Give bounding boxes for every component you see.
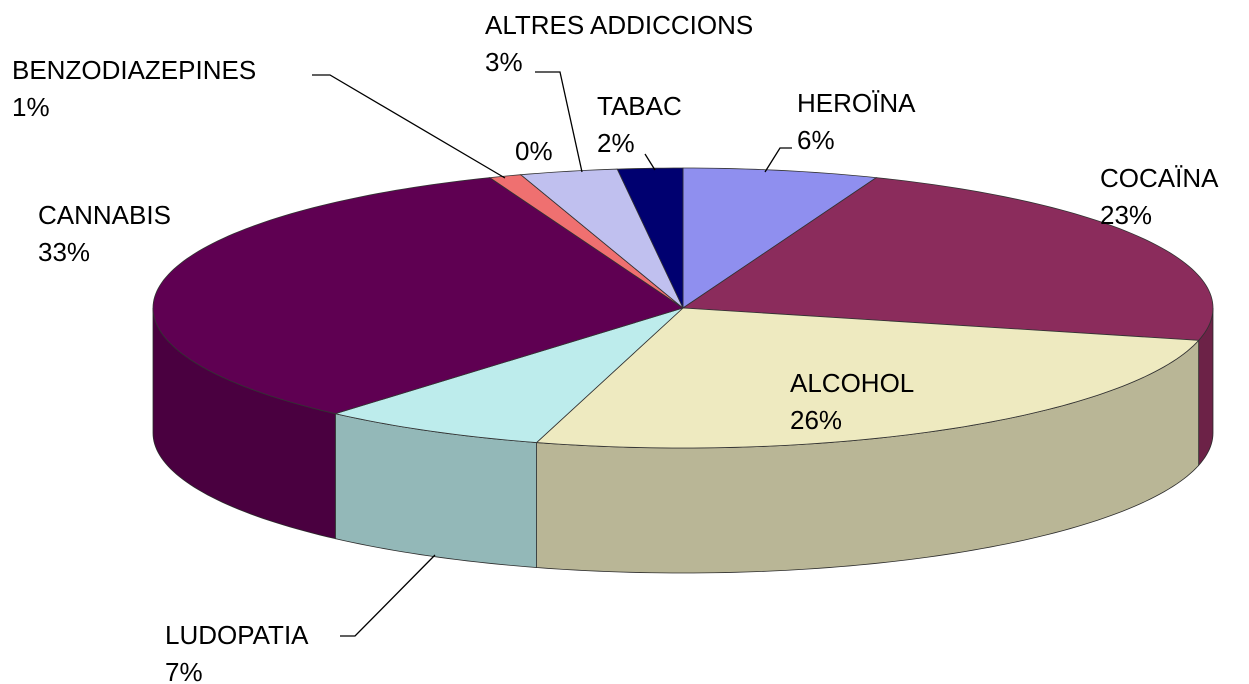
slice-label: HEROÏNA	[797, 88, 916, 118]
leader-line	[340, 554, 436, 637]
leader-line	[764, 147, 792, 173]
leader-line	[644, 153, 656, 171]
slice	[519, 168, 684, 309]
value-label: 6%	[797, 125, 835, 155]
slice-side-shade	[536, 340, 1199, 573]
value-label: 7%	[165, 657, 203, 684]
slice-label: LUDOPATIA	[165, 620, 309, 650]
slice	[535, 307, 1200, 449]
value-label: 0%	[515, 136, 553, 166]
slice	[681, 177, 1214, 341]
slice-label: COCAÏNA	[1100, 163, 1219, 193]
slice	[682, 167, 878, 309]
slice-side-shade	[153, 308, 336, 539]
slice	[616, 167, 684, 309]
value-label: 1%	[12, 92, 50, 122]
slice	[152, 177, 684, 415]
value-label: 33%	[38, 237, 90, 267]
value-label: 23%	[1100, 200, 1152, 230]
slice-label: CANNABIS	[38, 200, 171, 230]
value-label: 2%	[597, 128, 635, 158]
slice-side-shade	[1198, 308, 1213, 466]
leader-line	[312, 74, 506, 179]
slice-label: ALTRES ADDICCIONS	[485, 10, 753, 40]
slice-side-shade	[335, 413, 537, 568]
slice-label: ALCOHOL	[790, 368, 914, 398]
slice	[333, 307, 684, 443]
value-label: 26%	[790, 405, 842, 435]
value-label: 3%	[485, 47, 523, 77]
slice-label: TABAC	[597, 91, 682, 121]
leader-line	[535, 71, 583, 173]
slice-label: BENZODIAZEPINES	[12, 55, 256, 85]
